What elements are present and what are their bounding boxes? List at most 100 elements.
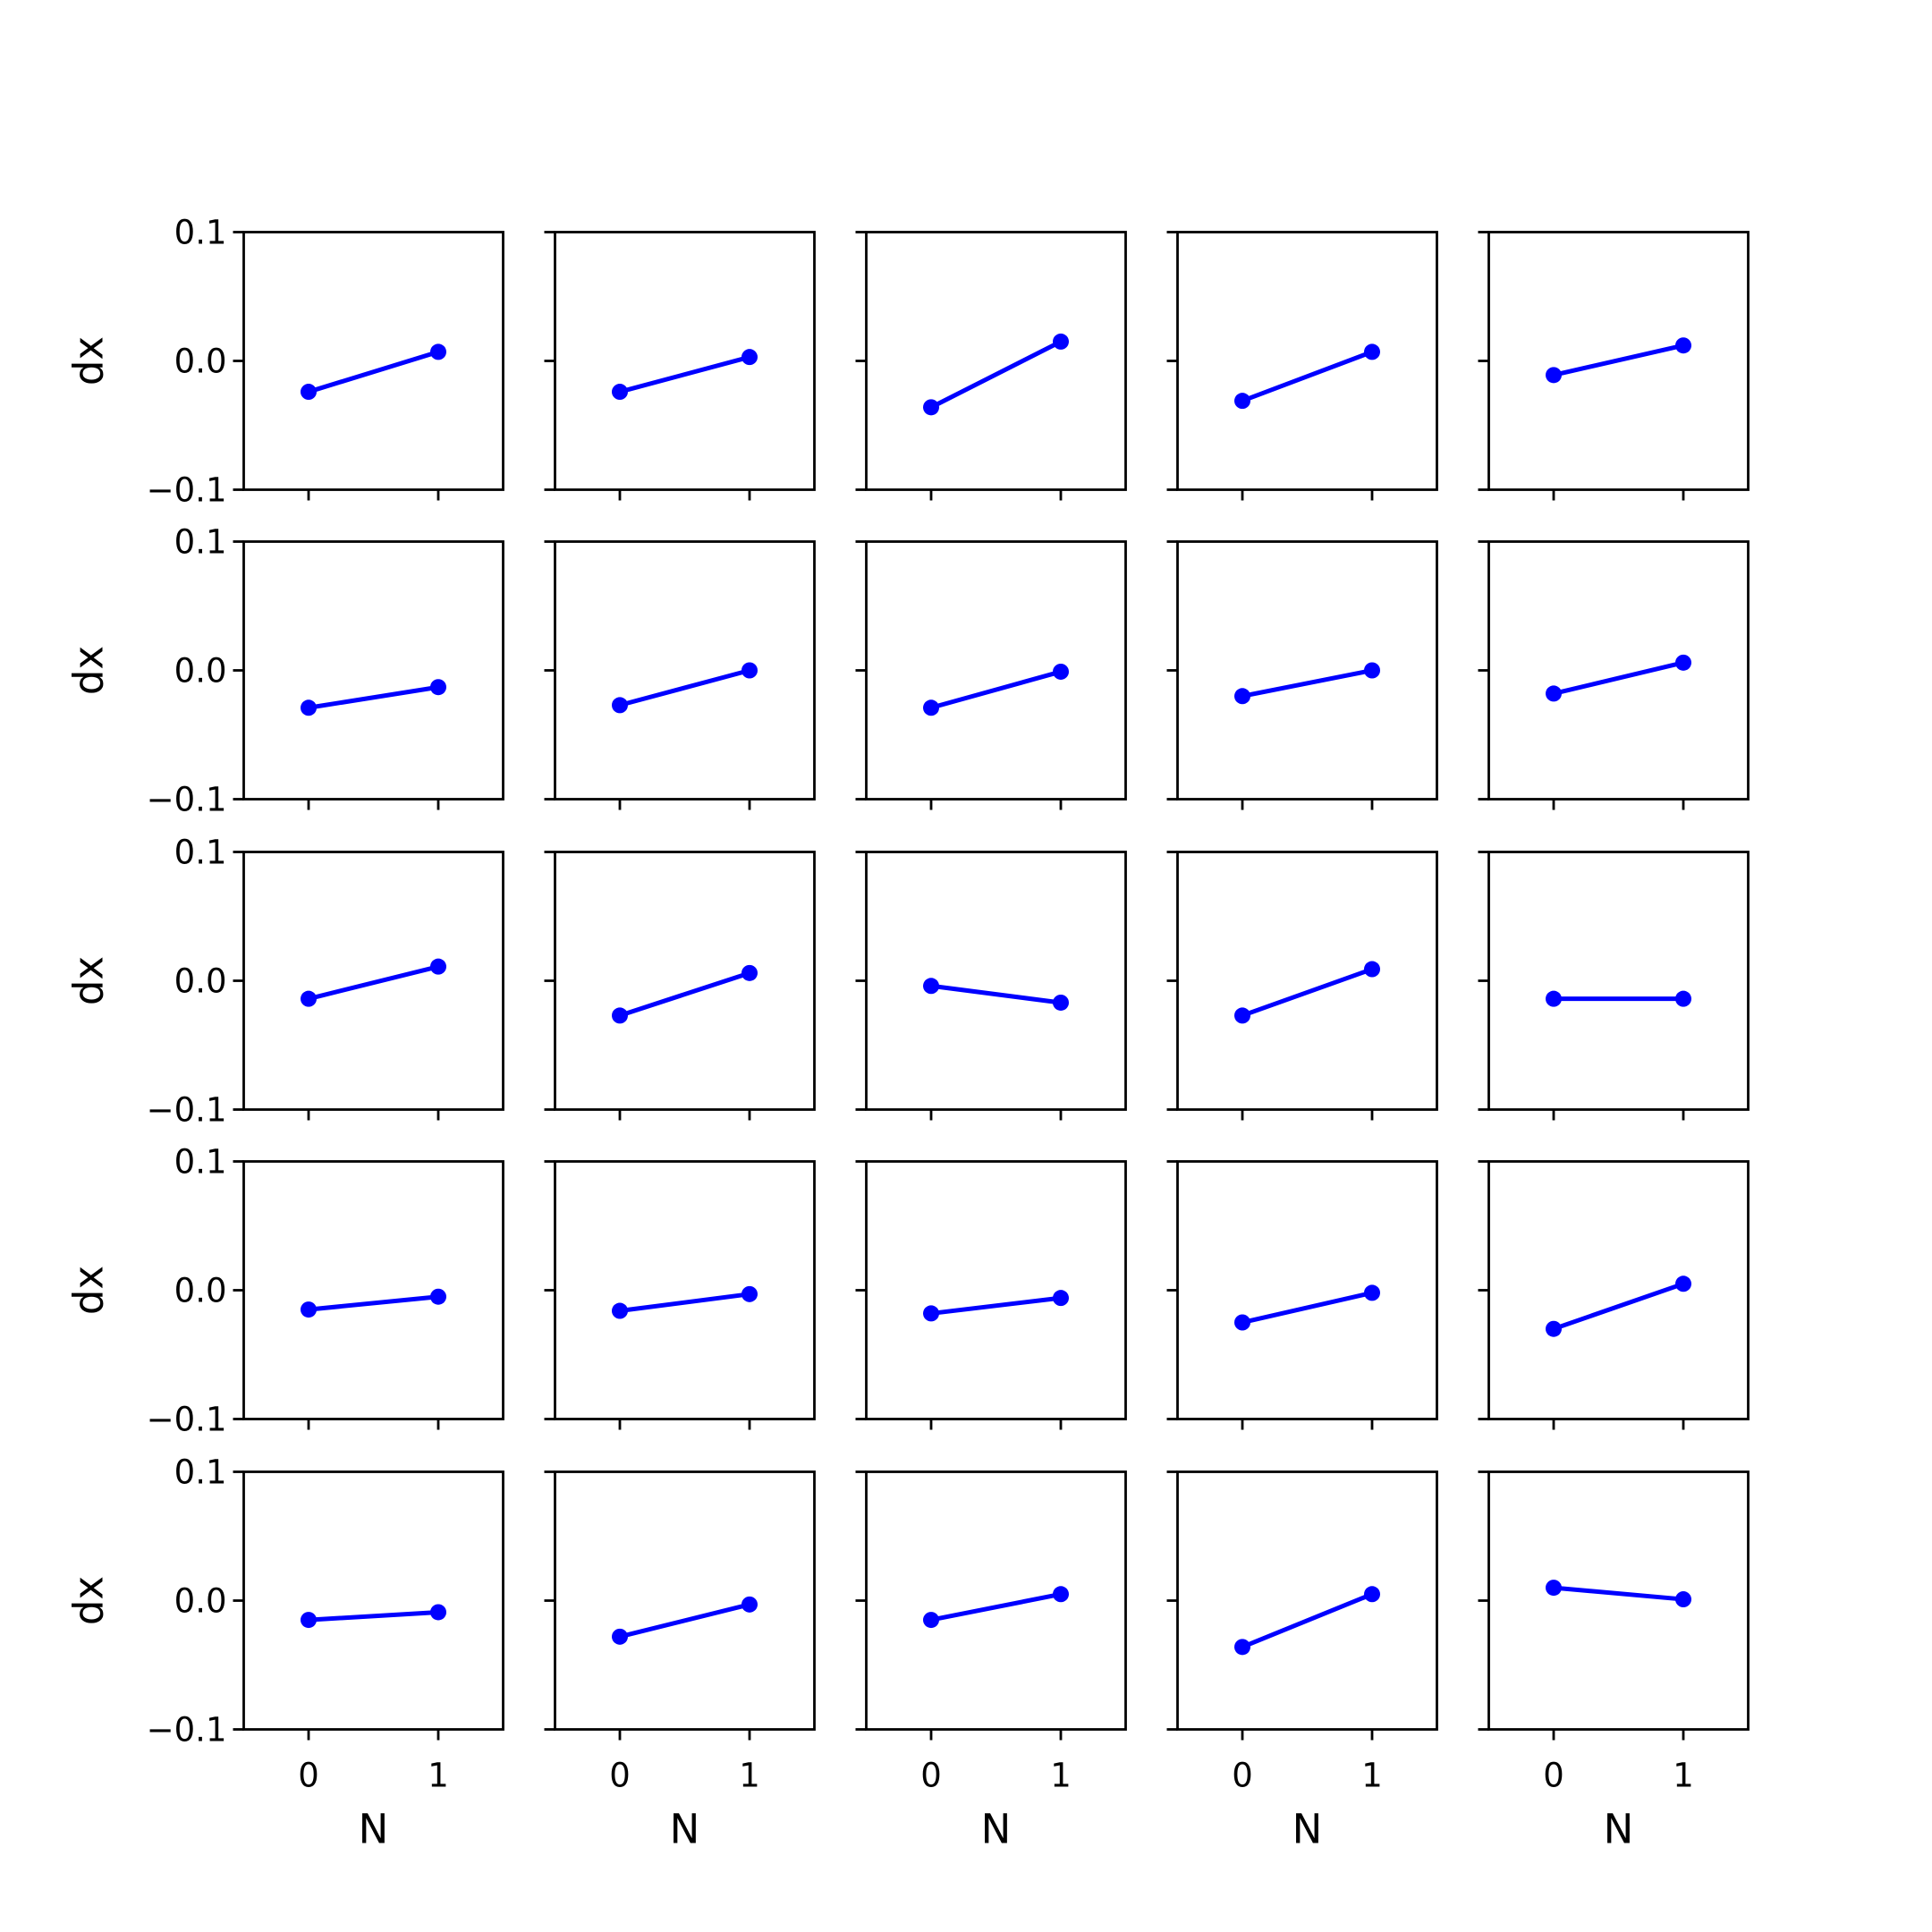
data-point: [1675, 1591, 1691, 1608]
data-point: [1234, 1314, 1250, 1331]
data-point: [741, 662, 758, 679]
series-line: [617, 668, 752, 708]
x-tick-label: 1: [1673, 1757, 1694, 1795]
data-point: [1364, 1284, 1380, 1301]
subplot-3-3: [855, 851, 1127, 1121]
subplot-1-4: [1166, 231, 1438, 501]
series-line: [1551, 343, 1686, 377]
subplot-5-5: 0 1 N: [1478, 1470, 1750, 1853]
subplot-frame: [1487, 1160, 1750, 1420]
subplot-3-4: [1166, 851, 1438, 1121]
x-tick-label: 0: [1232, 1757, 1253, 1795]
series-line: [617, 354, 752, 394]
x-tick-label: 1: [1050, 1757, 1072, 1795]
data-point: [430, 958, 446, 975]
data-point: [1546, 367, 1562, 384]
y-tick-label: −0.1: [147, 471, 227, 510]
y-tick-label: −0.1: [147, 1711, 227, 1750]
subplot-frame: [242, 1470, 504, 1731]
subplot-frame: [242, 851, 504, 1111]
series-line: [1551, 1585, 1686, 1602]
subplot-2-4: [1166, 540, 1438, 810]
series-line: [1551, 660, 1686, 696]
subplot-frame: [1176, 1160, 1438, 1420]
data-point: [923, 1305, 939, 1322]
data-point: [1546, 685, 1562, 702]
subplot-5-4: 0 1N: [1166, 1470, 1438, 1853]
series-line: [617, 970, 752, 1018]
x-axis-label: N: [670, 1806, 700, 1853]
series-line: [928, 1591, 1063, 1623]
x-axis-label: N: [981, 1806, 1012, 1853]
data-point: [430, 1604, 446, 1621]
data-point: [741, 349, 758, 366]
y-tick-label: 0.0: [174, 962, 227, 1001]
series-line: [1240, 1591, 1375, 1649]
subplot-5-2: 0 1 N: [544, 1470, 816, 1853]
series-line: [1551, 1281, 1686, 1332]
subplot-1-2: [544, 231, 816, 501]
data-point: [612, 1007, 628, 1024]
series-line: [928, 669, 1063, 710]
subplot-2-5: [1478, 540, 1750, 810]
data-point: [1675, 654, 1691, 671]
data-point: [301, 699, 317, 716]
y-tick-label: −0.1: [147, 1401, 227, 1439]
data-point: [430, 1288, 446, 1305]
y-tick-label: 0.1: [174, 1453, 227, 1492]
x-tick-label: 0: [920, 1757, 942, 1795]
y-axis-label: dx: [65, 646, 113, 695]
subplot-frame: [554, 231, 816, 491]
subplot-1-3: [855, 231, 1127, 501]
y-tick-label: −0.1: [147, 1091, 227, 1130]
subplot-3-1: −0.1 0.0 0.1 dx: [65, 834, 504, 1130]
data-point: [923, 699, 939, 716]
data-point: [612, 384, 628, 401]
x-axis-label: N: [1292, 1806, 1323, 1853]
series-line: [306, 964, 441, 1002]
y-axis-label: dx: [65, 956, 113, 1005]
y-tick-label: −0.1: [147, 781, 227, 819]
x-tick-label: 0: [609, 1757, 631, 1795]
subplot-frame: [1176, 540, 1438, 801]
data-point: [1053, 333, 1069, 350]
data-point: [1053, 1290, 1069, 1307]
subplot-4-2: [544, 1160, 816, 1430]
subplot-4-4: [1166, 1160, 1438, 1430]
series-line: [1240, 967, 1375, 1018]
x-tick-label: 0: [1543, 1757, 1564, 1795]
data-point: [1053, 663, 1069, 680]
subplot-2-1: −0.1 0.0 0.1 dx: [65, 523, 504, 819]
series-line: [928, 1295, 1063, 1316]
y-axis-label: dx: [65, 1266, 113, 1315]
data-point: [1053, 994, 1069, 1011]
subplot-frame: [865, 1470, 1127, 1731]
data-point: [612, 697, 628, 714]
data-point: [1546, 1320, 1562, 1337]
subplot-5-3: 0 1N: [855, 1470, 1127, 1853]
series-line: [1240, 1290, 1375, 1325]
data-point: [612, 1302, 628, 1319]
data-point: [741, 964, 758, 981]
subplot-4-5: [1478, 1160, 1750, 1430]
data-point: [1364, 1586, 1380, 1603]
subplot-frame: [1487, 540, 1750, 801]
x-tick-label: 0: [298, 1757, 319, 1795]
data-point: [741, 1285, 758, 1302]
subplot-frame: [554, 540, 816, 801]
data-point: [612, 1628, 628, 1645]
data-point: [923, 399, 939, 416]
data-point: [430, 679, 446, 696]
x-tick-label: 1: [1361, 1757, 1383, 1795]
subplot-frame: [865, 851, 1127, 1111]
series-line: [617, 1292, 752, 1314]
y-tick-label: 0.0: [174, 1272, 227, 1310]
data-point: [430, 343, 446, 360]
subplot-1-1: −0.1 0.0 0.1 dx: [65, 214, 504, 510]
data-point: [1546, 990, 1562, 1007]
x-axis-label: N: [359, 1806, 389, 1853]
series-line: [928, 339, 1063, 410]
series-line: [1240, 349, 1375, 403]
data-point: [1364, 343, 1380, 360]
series-line: [306, 1294, 441, 1312]
